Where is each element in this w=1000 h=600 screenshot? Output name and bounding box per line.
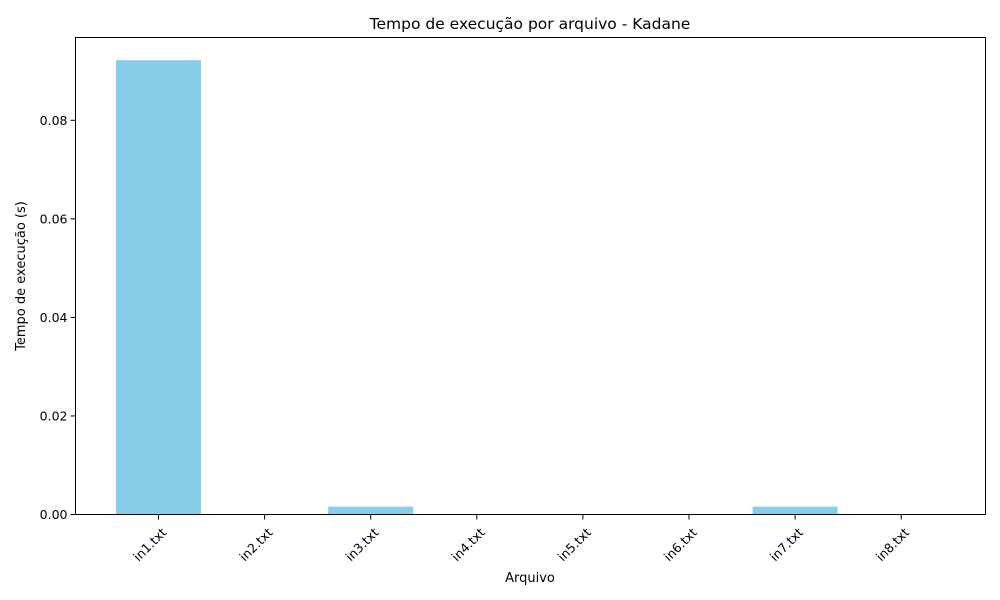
- x-tick-label: in8.txt: [873, 525, 912, 564]
- bar-in3-txt: [328, 506, 414, 515]
- y-tick-label: 0.02: [40, 408, 68, 423]
- x-tick-label: in1.txt: [130, 525, 169, 564]
- x-tick-label: in7.txt: [767, 525, 806, 564]
- y-tick-label: 0.06: [40, 211, 68, 226]
- bars-group: [116, 60, 944, 515]
- y-tick-label: 0.04: [40, 310, 68, 325]
- y-axis-label: Tempo de execução (s): [14, 201, 29, 352]
- y-tick-label: 0.08: [40, 113, 68, 128]
- x-tick-label: in2.txt: [236, 525, 275, 564]
- bar-in7-txt: [752, 506, 838, 515]
- bar-in1-txt: [116, 60, 201, 515]
- x-axis-label: Arquivo: [505, 571, 555, 586]
- y-tick-label: 0.00: [40, 507, 68, 522]
- x-tick-label: in5.txt: [555, 525, 594, 564]
- chart-title: Tempo de execução por arquivo - Kadane: [369, 15, 691, 33]
- x-tick-label: in3.txt: [342, 525, 381, 564]
- x-tick-label: in6.txt: [661, 525, 700, 564]
- x-tick-label: in4.txt: [448, 525, 487, 564]
- y-axis: 0.00 0.02 0.04 0.06 0.08: [40, 113, 76, 522]
- x-axis: in1.txt in2.txt in3.txt in4.txt in5.txt in6.t…: [130, 514, 912, 564]
- plot-frame: [75, 37, 986, 515]
